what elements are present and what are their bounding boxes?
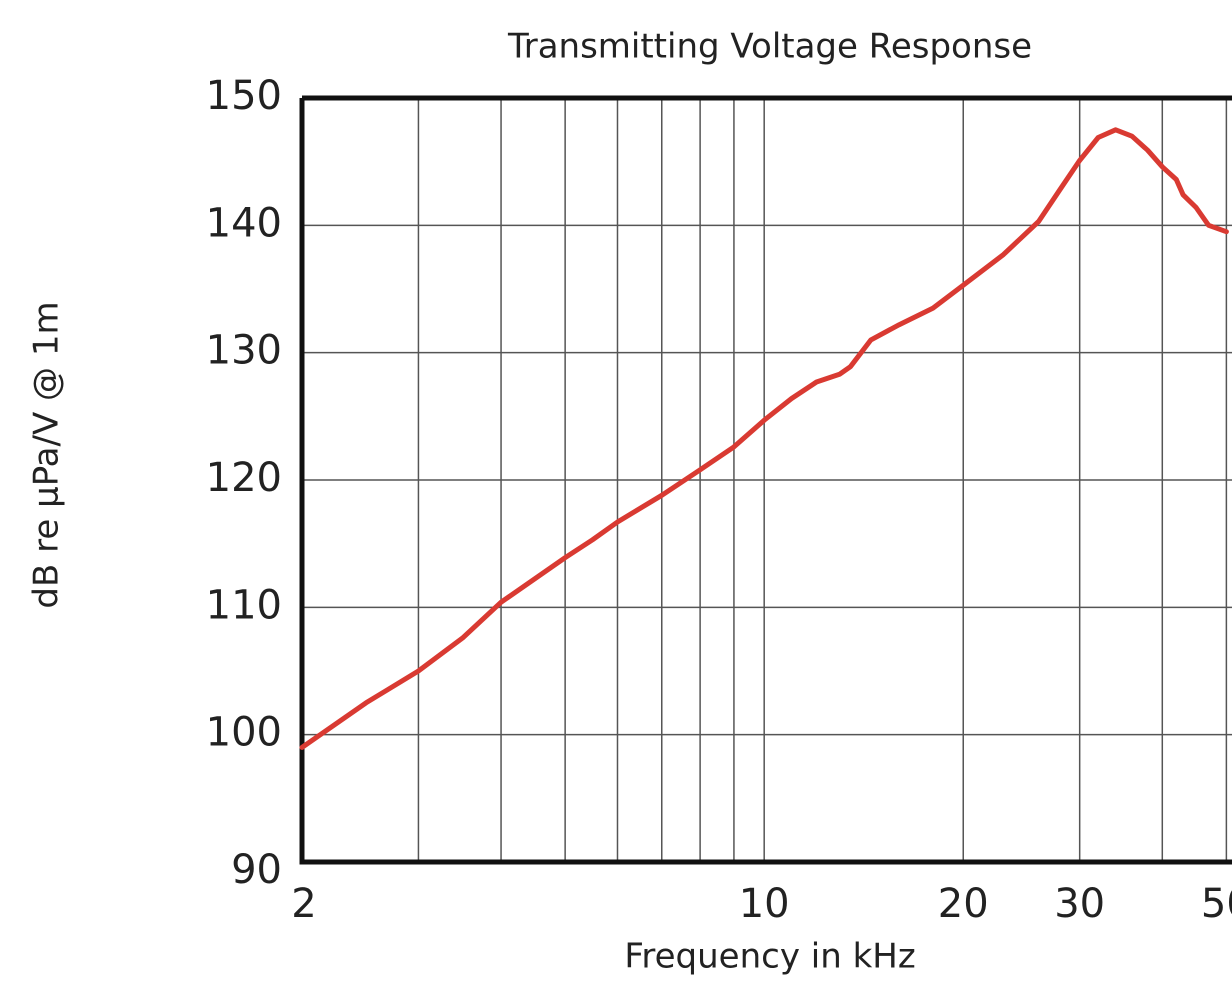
- x-tick-label: 50: [1201, 881, 1232, 927]
- y-tick-label: 150: [206, 73, 282, 119]
- y-tick-label: 120: [206, 455, 282, 501]
- y-tick-label: 140: [206, 200, 282, 246]
- y-tick-label: 130: [206, 328, 282, 374]
- x-axis-label: Frequency in kHz: [624, 937, 915, 977]
- y-tick-label: 110: [206, 582, 282, 628]
- line-series: [299, 127, 1229, 750]
- y-tick-label: 100: [206, 710, 282, 756]
- axis-frame: [299, 95, 1232, 865]
- x-tick-label: 30: [1054, 881, 1105, 927]
- chart-title: Transmitting Voltage Response: [507, 27, 1032, 67]
- x-tick-label: 2: [291, 881, 316, 927]
- x-tick-label: 10: [739, 881, 790, 927]
- y-axis-label: dB re µPa/V @ 1m: [27, 301, 67, 608]
- y-tick-label: 90: [231, 847, 282, 893]
- x-tick-label: 20: [938, 881, 989, 927]
